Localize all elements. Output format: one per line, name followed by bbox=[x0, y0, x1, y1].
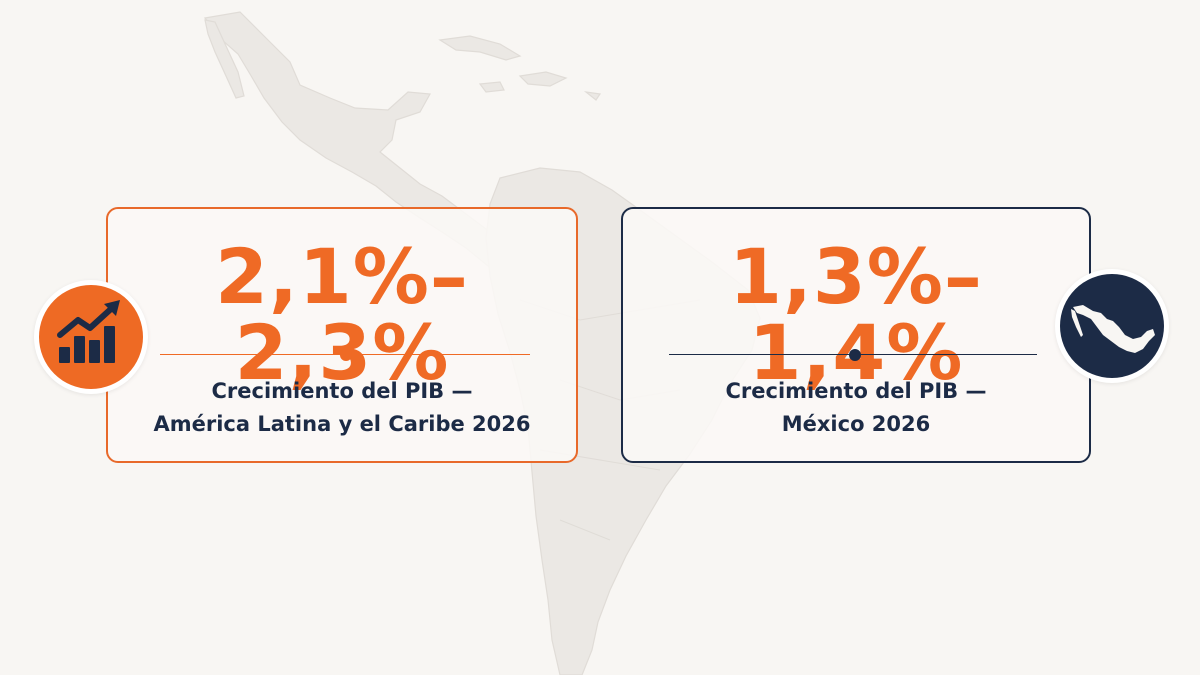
mexico-map-icon bbox=[1071, 305, 1155, 353]
latam-gdp-card: 2,1%–2,3% Crecimiento del PIB — América … bbox=[106, 207, 578, 463]
mexico-gdp-label: Crecimiento del PIB — México 2026 bbox=[623, 375, 1089, 441]
mexico-label-line1: Crecimiento del PIB — bbox=[725, 379, 987, 403]
mexico-badge bbox=[1055, 269, 1169, 383]
mexico-label-line2: México 2026 bbox=[781, 412, 931, 436]
divider-dot bbox=[340, 349, 352, 361]
latam-label-line1: Crecimiento del PIB — bbox=[211, 379, 473, 403]
latam-label-line2: América Latina y el Caribe 2026 bbox=[153, 412, 531, 436]
divider-dot bbox=[849, 349, 861, 361]
growth-badge bbox=[34, 280, 148, 394]
growth-badge-circle bbox=[39, 285, 143, 389]
mexico-gdp-card: 1,3%–1,4% Crecimiento del PIB — México 2… bbox=[621, 207, 1091, 463]
mexico-gdp-range: 1,3%–1,4% bbox=[729, 232, 983, 397]
latam-gdp-range: 2,1%–2,3% bbox=[215, 232, 469, 397]
growth-bar-chart-icon bbox=[57, 300, 120, 363]
latam-gdp-label: Crecimiento del PIB — América Latina y e… bbox=[108, 375, 576, 441]
